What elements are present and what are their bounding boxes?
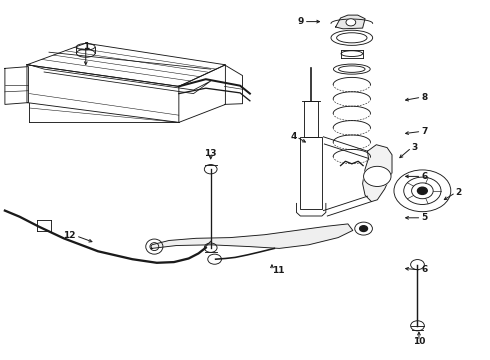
Circle shape bbox=[360, 226, 368, 231]
Text: 1: 1 bbox=[83, 42, 89, 51]
Polygon shape bbox=[151, 224, 353, 248]
Text: 5: 5 bbox=[421, 213, 428, 222]
Text: 9: 9 bbox=[297, 17, 304, 26]
Text: 4: 4 bbox=[290, 132, 296, 141]
Text: 6: 6 bbox=[421, 172, 428, 181]
Text: 10: 10 bbox=[413, 337, 425, 346]
Text: 2: 2 bbox=[456, 188, 462, 197]
Text: 13: 13 bbox=[204, 149, 217, 158]
Text: 12: 12 bbox=[63, 231, 76, 240]
Text: 6: 6 bbox=[421, 266, 428, 274]
Circle shape bbox=[364, 166, 391, 186]
Text: 8: 8 bbox=[421, 93, 428, 102]
Text: 7: 7 bbox=[421, 127, 428, 136]
Text: 3: 3 bbox=[412, 143, 418, 152]
Polygon shape bbox=[336, 15, 365, 29]
Circle shape bbox=[346, 19, 356, 26]
Polygon shape bbox=[363, 145, 392, 202]
Text: 11: 11 bbox=[272, 266, 285, 275]
Circle shape bbox=[417, 187, 427, 194]
